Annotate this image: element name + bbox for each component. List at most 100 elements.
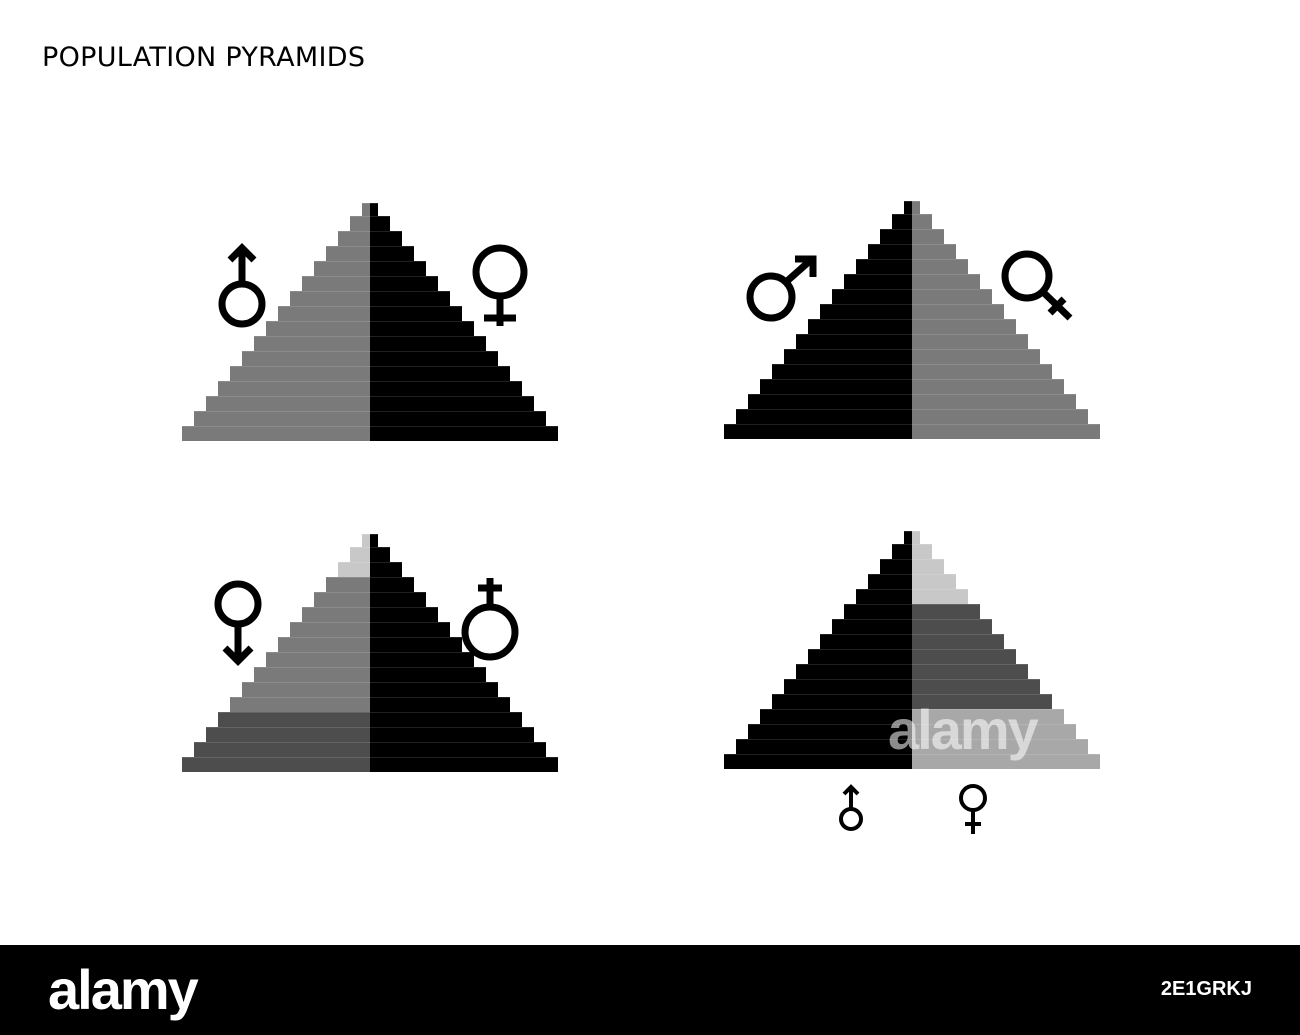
pyramid-bar-left	[820, 634, 912, 649]
pyramid-bar-right	[370, 682, 498, 697]
pyramid-bar-right	[370, 742, 546, 757]
pyramid-bar-right	[912, 634, 1004, 649]
pyramid-top-left	[182, 202, 558, 441]
pyramid-bar-left	[820, 304, 912, 319]
pyramid-bar-right	[912, 559, 944, 574]
pyramid-bar-right	[370, 697, 510, 712]
pyramid-bar-left	[856, 589, 912, 604]
pyramid-bar-right	[912, 304, 1004, 319]
pyramid-bar-right	[370, 203, 378, 216]
pyramid-bar-left	[326, 246, 370, 261]
pyramid-bar-left	[218, 712, 370, 727]
pyramid-bar-left	[880, 559, 912, 574]
pyramid-bar-left	[808, 319, 912, 334]
pyramid-bar-right	[912, 694, 1052, 709]
pyramid-bar-left	[266, 652, 370, 667]
pyramid-bar-right	[370, 562, 402, 577]
pyramid-bar-right	[370, 652, 474, 667]
pyramid-bar-left	[254, 336, 370, 351]
pyramid-bar-left	[796, 334, 912, 349]
pyramid-bar-left	[724, 754, 912, 769]
male-symbol-icon	[746, 255, 817, 322]
pyramid-bar-left	[362, 203, 370, 216]
pyramid-bar-left	[892, 214, 912, 229]
pyramid-bar-right	[370, 534, 378, 547]
pyramid-bar-left	[904, 201, 912, 214]
pyramid-bar-left	[748, 394, 912, 409]
pyramid-bar-right	[912, 259, 968, 274]
pyramid-bar-right	[912, 394, 1076, 409]
pyramid-bar-right	[370, 727, 534, 742]
pyramid-bar-right	[912, 709, 1064, 724]
pyramid-bar-left	[736, 739, 912, 754]
page-title: POPULATION PYRAMIDS	[42, 42, 366, 73]
pyramid-bar-left	[760, 379, 912, 394]
pyramid-bar-right	[370, 757, 558, 772]
pyramid-bar-right	[912, 229, 944, 244]
pyramid-bar-right	[370, 216, 390, 231]
pyramid-bar-right	[912, 679, 1040, 694]
pyramid-bar-left	[350, 547, 370, 562]
pyramid-bar-left	[724, 424, 912, 439]
pyramid-bar-left	[194, 742, 370, 757]
pyramid-bar-right	[912, 244, 956, 259]
pyramid-bar-left	[242, 351, 370, 366]
pyramid-bar-right	[370, 306, 462, 321]
pyramid-bar-left	[796, 664, 912, 679]
pyramid-bar-right	[370, 667, 486, 682]
pyramid-bar-right	[912, 319, 1016, 334]
pyramid-bar-left	[880, 229, 912, 244]
pyramid-bar-right	[912, 754, 1100, 769]
pyramid-bar-left	[266, 321, 370, 336]
pyramid-bar-right	[370, 336, 486, 351]
pyramid-bar-right	[912, 424, 1100, 439]
pyramid-bar-right	[370, 366, 510, 381]
pyramid-bar-right	[912, 604, 980, 619]
pyramid-bar-right	[370, 607, 438, 622]
pyramid-bar-left	[832, 619, 912, 634]
female-symbol-arrow-down-icon	[214, 580, 262, 666]
pyramid-bar-right	[912, 201, 920, 214]
pyramid-bar-left	[302, 607, 370, 622]
female-symbol-tilted-icon	[1001, 250, 1073, 321]
pyramid-bar-right	[370, 246, 414, 261]
pyramid-bar-right	[912, 544, 932, 559]
male-symbol-small-icon	[839, 784, 863, 831]
pyramid-bar-right	[370, 577, 414, 592]
pyramid-bar-right	[912, 349, 1040, 364]
pyramid-bar-right	[370, 592, 426, 607]
pyramid-bar-left	[760, 709, 912, 724]
pyramid-bar-left	[206, 396, 370, 411]
female-symbol-small-icon	[959, 784, 987, 834]
pyramid-bar-left	[362, 534, 370, 547]
footer-bar: alamy 2E1GRKJ	[0, 945, 1300, 1035]
pyramid-bar-left	[230, 366, 370, 381]
footer-image-code: 2E1GRKJ	[1160, 978, 1252, 1000]
pyramid-bar-left	[218, 381, 370, 396]
pyramid-bar-left	[206, 727, 370, 742]
pyramid-bar-left	[784, 679, 912, 694]
pyramid-bar-right	[370, 637, 462, 652]
pyramid-bar-left	[772, 694, 912, 709]
pyramid-top-right	[724, 200, 1100, 439]
pyramid-bar-right	[912, 214, 932, 229]
pyramid-bar-right	[912, 531, 920, 544]
pyramid-bar-left	[230, 697, 370, 712]
pyramid-bar-left	[314, 261, 370, 276]
pyramid-bar-left	[278, 306, 370, 321]
pyramid-bar-right	[370, 426, 558, 441]
pyramid-bar-right	[912, 379, 1064, 394]
pyramid-bar-left	[254, 667, 370, 682]
pyramid-bar-left	[338, 231, 370, 246]
pyramid-bar-left	[844, 604, 912, 619]
pyramid-bar-right	[912, 589, 968, 604]
pyramid-bar-left	[808, 649, 912, 664]
pyramid-bar-left	[892, 544, 912, 559]
pyramid-bar-right	[370, 411, 546, 426]
pyramid-bar-left	[748, 724, 912, 739]
male-symbol-upright-icon	[218, 243, 266, 328]
pyramid-bar-left	[182, 426, 370, 441]
pyramid-bar-left	[290, 622, 370, 637]
pyramid-bar-left	[350, 216, 370, 231]
pyramid-bar-right	[912, 364, 1052, 379]
